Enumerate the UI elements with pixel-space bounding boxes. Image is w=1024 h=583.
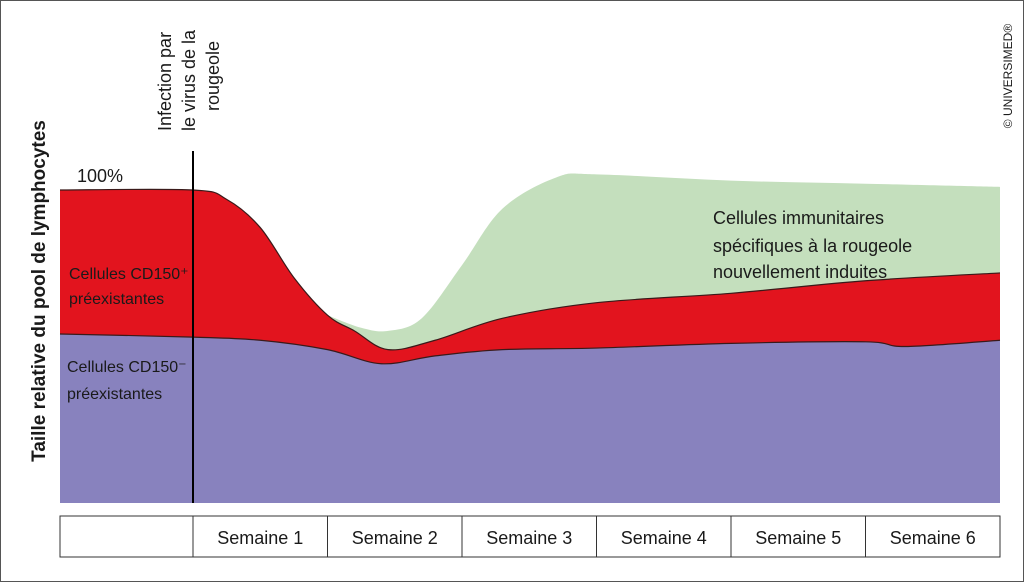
area-cd150neg-preexisting-outline — [59, 333, 1001, 365]
infection-label-line-3: rougeole — [203, 41, 223, 111]
label-cd150pos-line-1: Cellules CD150⁺ — [69, 266, 189, 283]
label-cd150neg-line-1: Cellules CD150⁻ — [67, 359, 187, 376]
label-induced-line-1: Cellules immunitaires — [713, 208, 884, 228]
area-cd150neg-preexisting — [60, 333, 1000, 503]
copyright-credit: © UNIVERSIMED® — [1001, 24, 1015, 129]
series-areas — [60, 173, 1000, 503]
y-reference-label: 100% — [77, 166, 123, 186]
area-cd150pos-preexisting-outline — [59, 188, 1001, 351]
infection-label: Infection par le virus de la rougeole — [155, 29, 223, 131]
week-tick-label: Semaine 1 — [217, 528, 303, 548]
label-cd150pos-line-2: préexistantes — [69, 291, 164, 308]
infection-label-line-2: le virus de la — [179, 29, 199, 131]
label-cd150neg-line-2: préexistantes — [67, 386, 162, 403]
week-tick-label: Semaine 4 — [621, 528, 707, 548]
week-tick-label: Semaine 6 — [890, 528, 976, 548]
week-axis-box — [59, 515, 1001, 558]
label-induced-line-3: nouvellement induites — [713, 262, 887, 282]
series-outlines — [59, 188, 1001, 365]
week-tick-label: Semaine 5 — [755, 528, 841, 548]
label-induced-line-2: spécifiques à la rougeole — [713, 236, 912, 256]
week-tick-label: Semaine 3 — [486, 528, 572, 548]
y-axis-title: Taille relative du pool de lymphocytes — [29, 120, 50, 462]
week-tick-label: Semaine 2 — [352, 528, 438, 548]
week-axis: Semaine 1 Semaine 2 Semaine 3 Semaine 4 Sema… — [59, 515, 1001, 558]
infection-label-line-1: Infection par — [155, 32, 175, 131]
